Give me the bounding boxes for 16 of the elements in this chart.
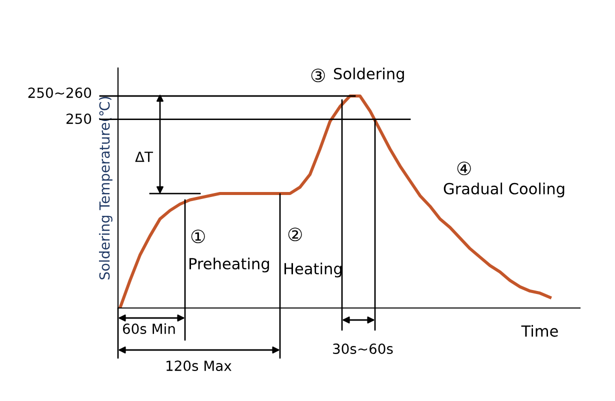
text: 250 — [66, 114, 92, 124]
text: 30s~60s — [333, 344, 393, 354]
text: 60s Min — [122, 323, 175, 334]
y-axis-title: Soldering Temperature(℃) — [99, 96, 112, 280]
annotation: ① — [191, 230, 205, 244]
annotation: ② — [288, 228, 302, 242]
text: Soldering — [334, 68, 404, 82]
annotation: Heating — [284, 262, 342, 278]
annotation: ④ — [457, 162, 471, 176]
annotation: Gradual Cooling — [444, 182, 564, 198]
annotation: ΔT — [135, 152, 154, 162]
annotation: Preheating — [190, 258, 269, 272]
text: ③ — [311, 68, 325, 82]
text: 250~260 — [28, 88, 92, 98]
text: 120s Max — [166, 360, 232, 372]
x-axis-title: Time — [521, 325, 558, 337]
